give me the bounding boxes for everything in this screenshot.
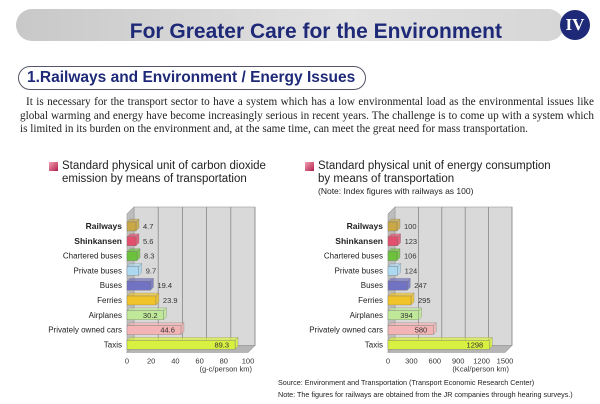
bar bbox=[126, 221, 137, 232]
x-tick-label: 100 bbox=[242, 356, 255, 365]
data-label: 295 bbox=[418, 296, 431, 305]
x-tick-label: 0 bbox=[125, 356, 129, 365]
data-label: 124 bbox=[405, 266, 418, 275]
data-label: 100 bbox=[404, 222, 417, 231]
data-label: 247 bbox=[414, 281, 427, 290]
data-label: 580 bbox=[415, 326, 428, 335]
chart-2-title: Standard physical unit of energy consump… bbox=[305, 160, 558, 185]
x-tick-label: 20 bbox=[147, 356, 155, 365]
chart-2-note: (Note: Index figures with railways as 10… bbox=[318, 186, 474, 196]
x-axis-label: (Kcal/person km) bbox=[452, 364, 509, 373]
category-label: Shinkansen bbox=[74, 236, 122, 246]
chart-2-title-text: Standard physical unit of energy consump… bbox=[318, 160, 551, 185]
bullet-square-icon bbox=[49, 162, 58, 171]
category-label: Airplanes bbox=[350, 311, 383, 320]
bar bbox=[387, 340, 490, 350]
chart-1-title: Standard physical unit of carbon dioxide… bbox=[49, 160, 282, 185]
bar-top bbox=[126, 292, 160, 297]
x-tick-label: 1500 bbox=[497, 356, 514, 365]
data-label: 106 bbox=[404, 252, 417, 261]
category-label: Railways bbox=[86, 221, 123, 231]
bar bbox=[126, 251, 138, 261]
bar bbox=[387, 295, 412, 306]
chapter-banner: For Greater Care for the Environment bbox=[16, 9, 564, 43]
bar bbox=[126, 236, 137, 246]
data-label: 5.6 bbox=[143, 237, 153, 246]
chart-2-back-wall bbox=[394, 206, 513, 346]
x-tick-label: 0 bbox=[386, 356, 390, 365]
category-label: Buses bbox=[100, 281, 122, 290]
bar-top bbox=[387, 278, 411, 282]
bar bbox=[126, 281, 151, 291]
chart-1-back-wall bbox=[133, 206, 256, 346]
chapter-badge: IV bbox=[560, 10, 590, 40]
x-tick-label: 40 bbox=[171, 356, 179, 365]
bar bbox=[126, 310, 164, 320]
x-tick-label: 300 bbox=[405, 356, 418, 365]
category-label: Airplanes bbox=[89, 311, 122, 320]
category-label: Chartered buses bbox=[63, 252, 122, 261]
section-heading: 1.Railways and Environment / Energy Issu… bbox=[18, 66, 367, 90]
category-label: Privately owned cars bbox=[309, 326, 383, 335]
category-label: Taxis bbox=[365, 340, 383, 349]
bar bbox=[387, 221, 398, 232]
data-label: 19.4 bbox=[157, 281, 172, 290]
category-label: Ferries bbox=[97, 296, 122, 305]
bar bbox=[387, 251, 398, 261]
data-label: 4.7 bbox=[143, 222, 153, 231]
data-label: 89.3 bbox=[214, 340, 229, 349]
category-label: Taxis bbox=[104, 340, 122, 349]
bar-top bbox=[126, 322, 185, 326]
bar bbox=[126, 266, 139, 276]
data-label: 9.7 bbox=[146, 266, 156, 275]
source-text: Source: Environment and Transportation (… bbox=[278, 378, 535, 387]
x-tick-label: 900 bbox=[452, 356, 465, 365]
x-tick-label: 60 bbox=[195, 356, 203, 365]
x-tick-label: 80 bbox=[220, 356, 228, 365]
bar-top bbox=[126, 278, 154, 282]
page-title: For Greater Care for the Environment bbox=[129, 20, 502, 43]
body-paragraph: It is necessary for the transport sector… bbox=[20, 96, 594, 136]
bar bbox=[387, 310, 419, 320]
bar bbox=[126, 295, 157, 306]
category-label: Shinkansen bbox=[335, 236, 383, 246]
data-label: 394 bbox=[400, 311, 413, 320]
bar bbox=[126, 325, 182, 335]
data-label: 8.3 bbox=[144, 252, 154, 261]
category-label: Chartered buses bbox=[324, 252, 383, 261]
bar-top bbox=[387, 292, 415, 297]
chart-1-title-text: Standard physical unit of carbon dioxide… bbox=[62, 160, 266, 185]
x-tick-label: 600 bbox=[429, 356, 442, 365]
category-label: Private buses bbox=[74, 266, 122, 275]
data-label: 123 bbox=[405, 237, 418, 246]
note-text: Note: The figures for railways are obtai… bbox=[278, 390, 573, 399]
data-label: 44.6 bbox=[160, 326, 175, 335]
bar bbox=[387, 281, 408, 291]
category-label: Private buses bbox=[335, 266, 383, 275]
data-label: 30.2 bbox=[143, 311, 158, 320]
category-label: Railways bbox=[347, 221, 384, 231]
bullet-square-icon bbox=[305, 162, 314, 171]
category-label: Privately owned cars bbox=[48, 326, 122, 335]
bar-top bbox=[387, 322, 437, 326]
bar bbox=[387, 266, 398, 276]
bar bbox=[387, 325, 434, 335]
category-label: Buses bbox=[361, 281, 383, 290]
x-tick-label: 1200 bbox=[473, 356, 490, 365]
category-label: Ferries bbox=[358, 296, 383, 305]
data-label: 1298 bbox=[467, 340, 484, 349]
data-label: 23.9 bbox=[163, 296, 178, 305]
bar bbox=[126, 340, 236, 350]
x-axis-label: (g-c/person km) bbox=[199, 364, 252, 373]
bar bbox=[387, 236, 398, 246]
